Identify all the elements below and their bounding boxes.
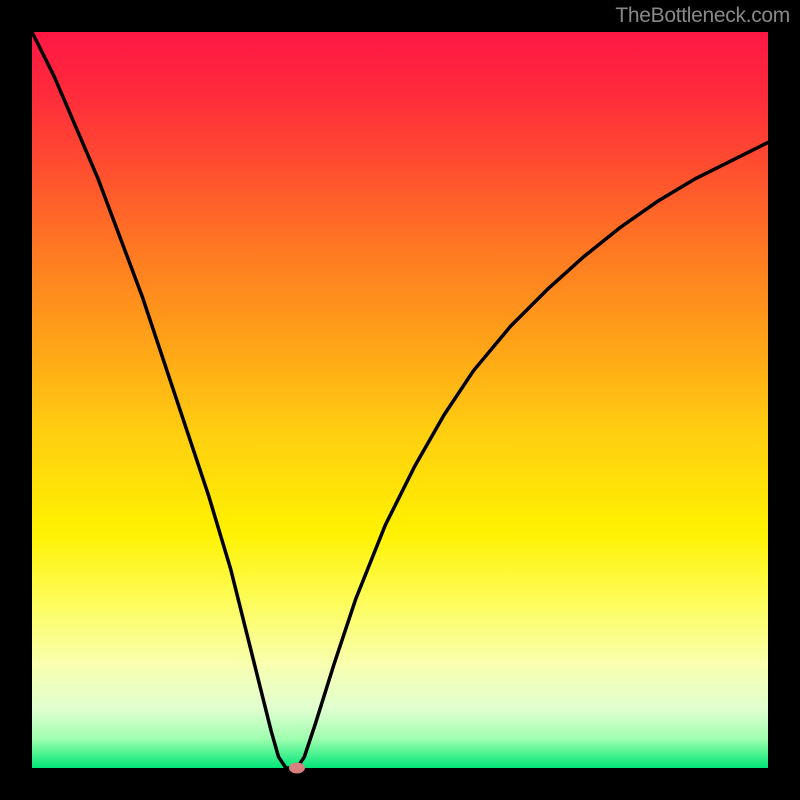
plot-background bbox=[32, 32, 768, 768]
bottleneck-chart: TheBottleneck.com bbox=[0, 0, 800, 800]
optimal-marker bbox=[289, 763, 305, 774]
watermark-text: TheBottleneck.com bbox=[615, 4, 790, 28]
chart-svg bbox=[0, 0, 800, 800]
